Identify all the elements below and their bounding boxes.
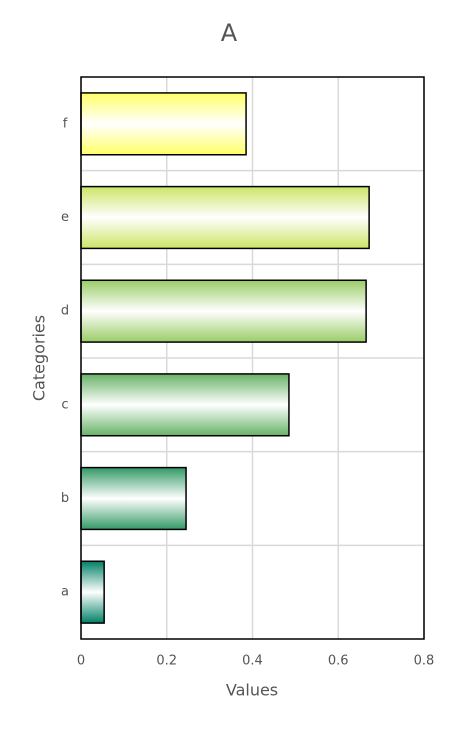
bar (80, 466, 187, 531)
plot-frame (80, 76, 425, 640)
x-tick-label: 0.4 (242, 654, 263, 669)
y-tick-label: c (61, 397, 68, 412)
y-tick-label: b (61, 491, 69, 506)
y-tick-label: d (61, 304, 69, 319)
bar (80, 92, 247, 156)
y-tick-label: a (61, 585, 69, 600)
x-tick-label: 0.6 (328, 654, 349, 669)
y-tick-label: f (63, 116, 68, 131)
bar (80, 185, 370, 250)
x-tick-label: 0 (77, 654, 85, 669)
x-tick-label: 0.8 (414, 654, 435, 669)
bar (80, 279, 367, 343)
bar (80, 560, 105, 624)
y-axis-label: Categories (30, 315, 49, 401)
bar (80, 373, 290, 437)
y-tick-label: e (61, 210, 69, 225)
x-axis-label: Values (226, 681, 278, 700)
x-tick-label: 0.2 (156, 654, 177, 669)
chart-title: A (221, 19, 238, 47)
